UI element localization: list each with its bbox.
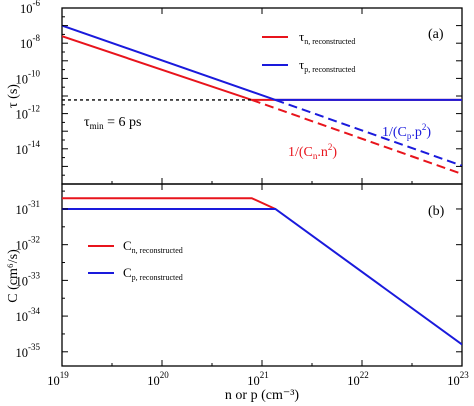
legend-tau-n-main: τ xyxy=(299,29,304,44)
annotation-cp-close: ) xyxy=(426,125,431,140)
x-axis-label: n or p (cm⁻³) xyxy=(225,388,300,403)
annotation-cn-text: 1/(C xyxy=(288,145,313,160)
panel-a-x-ticks xyxy=(61,8,463,184)
panel-b-frame xyxy=(61,183,463,367)
legend-label-tau-n: τn, reconstructed xyxy=(299,29,355,46)
panel-a-series xyxy=(62,24,462,175)
x-tick-label-3: 1022 xyxy=(347,370,369,388)
series-line-a-1-1 xyxy=(275,98,462,167)
legend-tau-p-main: τ xyxy=(299,57,304,72)
legend-tau-n-sub: n, reconstructed xyxy=(304,37,355,46)
legend-label-c-n: Cn, reconstructed xyxy=(123,238,183,255)
annotation-cn-sub: n xyxy=(313,151,318,161)
series-line-a-0-1 xyxy=(251,98,462,175)
annotation-cn-close: ) xyxy=(332,145,337,160)
series-line-b-0-0 xyxy=(62,197,276,210)
annotation-cp-rest: .p xyxy=(411,125,422,140)
annotation-cn-rest: .n xyxy=(317,145,328,160)
legend-c-n-main: C xyxy=(123,238,132,253)
y-tick-label-b-3: 10-34 xyxy=(16,306,41,324)
annotation-tau-min-main: τ xyxy=(84,115,90,130)
panel-b-x-ticks: 1019 1020 1021 1022 1023 xyxy=(47,184,469,388)
annotation-cp-p2: 1/(Cp.p2) xyxy=(382,122,431,141)
y-tick-label-a-2: 10-10 xyxy=(16,68,41,86)
y-tick-label-b-0: 10-31 xyxy=(16,199,41,217)
y-tick-label-a-1: 10-8 xyxy=(20,33,40,51)
x-tick-label-0: 1019 xyxy=(47,370,69,388)
annotation-tau-min-sub: min xyxy=(90,121,105,131)
panel-b-y-axis-label: C (cm⁶/s) xyxy=(6,249,21,303)
y-tick-label-a-4: 10-14 xyxy=(16,139,41,157)
panel-b-series xyxy=(62,197,462,346)
annotation-cp-text: 1/(C xyxy=(382,125,407,140)
annotation-tau-min: τmin = 6 ps xyxy=(84,115,142,131)
x-tick-label-2: 1021 xyxy=(247,370,269,388)
legend-label-c-p: Cp, reconstructed xyxy=(123,265,183,282)
panel-a-tag: (a) xyxy=(428,27,444,42)
legend-tau-p-sub: p, reconstructed xyxy=(304,65,355,74)
panel-a-y-axis-label: τ (s) xyxy=(6,84,21,108)
y-tick-label-a-0: 10-6 xyxy=(20,0,40,16)
legend-c-n-sub: n, reconstructed xyxy=(132,246,183,255)
annotation-cp-sub: p xyxy=(407,131,412,141)
annotation-cn-sup: 2 xyxy=(328,142,333,152)
annotation-cp-sup: 2 xyxy=(422,122,427,132)
panel-b-legend: Cn, reconstructed Cp, reconstructed xyxy=(88,238,183,282)
legend-c-p-sub: p, reconstructed xyxy=(132,273,183,282)
series-line-b-1-0 xyxy=(62,208,462,346)
legend-c-p-main: C xyxy=(123,265,132,280)
x-tick-label-4: 1023 xyxy=(447,370,469,388)
panel-a-legend: τn, reconstructed τp, reconstructed xyxy=(262,29,355,74)
x-tick-label-1: 1020 xyxy=(147,370,169,388)
annotation-cn-n2: 1/(Cn.n2) xyxy=(288,142,337,161)
annotation-tau-min-rest: = 6 ps xyxy=(104,115,142,130)
y-tick-label-b-4: 10-35 xyxy=(16,342,41,360)
panel-b-tag: (b) xyxy=(428,204,445,219)
legend-label-tau-p: τp, reconstructed xyxy=(299,57,355,74)
